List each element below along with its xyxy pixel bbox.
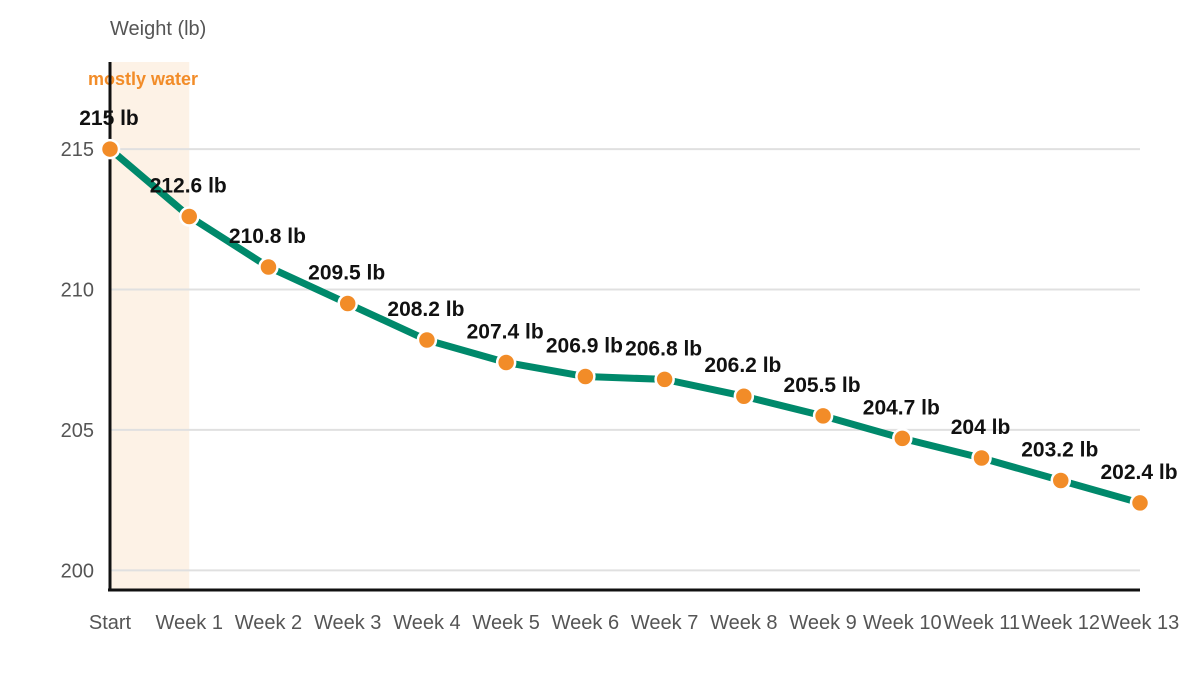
x-tick-label: Week 5 [472,612,539,634]
x-tick-label: Week 12 [1021,612,1100,634]
data-label: 204 lb [951,416,1011,439]
data-point [99,138,121,160]
data-point [1050,470,1072,491]
x-tick-label: Week 7 [631,612,698,634]
band-label: mostly water [88,69,198,89]
data-point [1129,492,1151,514]
x-tick-label: Week 4 [393,612,460,634]
x-tick-label: Start [89,612,132,634]
data-point [733,385,755,407]
data-label: 206.2 lb [704,354,781,377]
data-label: 206.9 lb [546,335,623,358]
y-axis-title: Weight (lb) [110,18,206,40]
x-tick-label: Week 3 [314,612,381,634]
data-label: 209.5 lb [308,262,385,285]
data-label: 215 lb [79,107,139,130]
data-label: 203.2 lb [1021,438,1098,461]
data-point [971,447,992,469]
data-point [495,352,517,373]
weight-line [106,145,1144,507]
y-tick-label: 205 [61,420,94,442]
data-label: 205.5 lb [784,374,861,397]
data-label: 202.4 lb [1100,461,1177,484]
data-label: 206.8 lb [625,337,702,360]
mostly-water-band [110,62,190,590]
data-point [812,405,834,427]
data-point [258,256,279,278]
data-label: 212.6 lb [150,174,227,197]
x-tick-label: Week 8 [710,612,777,634]
data-point [337,293,358,314]
data-point [575,366,596,387]
data-point [178,206,200,227]
data-point [654,369,675,390]
data-label: 207.4 lb [467,321,544,344]
x-tick-label: Week 9 [789,612,856,634]
data-label: 208.2 lb [387,298,464,321]
y-tick-label: 200 [61,560,94,582]
x-tick-label: Week 13 [1101,612,1180,634]
x-tick-label: Week 10 [863,612,942,634]
y-tick-labels: 200 205 210 215 [61,139,94,582]
x-tick-labels: Start Week 1 Week 2 Week 3 Week 4 Week 5 Week … [89,612,1179,634]
x-tick-label: Week 11 [943,612,1020,634]
data-point [416,329,438,351]
data-label: 210.8 lb [229,225,306,248]
x-tick-label: Week 2 [235,612,302,634]
data-points [99,138,1151,514]
gridlines [110,148,1140,572]
data-label: 204.7 lb [863,396,940,419]
y-tick-label: 215 [61,139,94,161]
data-point [892,428,913,449]
y-tick-label: 210 [61,279,94,301]
x-tick-label: Week 6 [552,612,619,634]
x-tick-label: Week 1 [156,612,223,634]
